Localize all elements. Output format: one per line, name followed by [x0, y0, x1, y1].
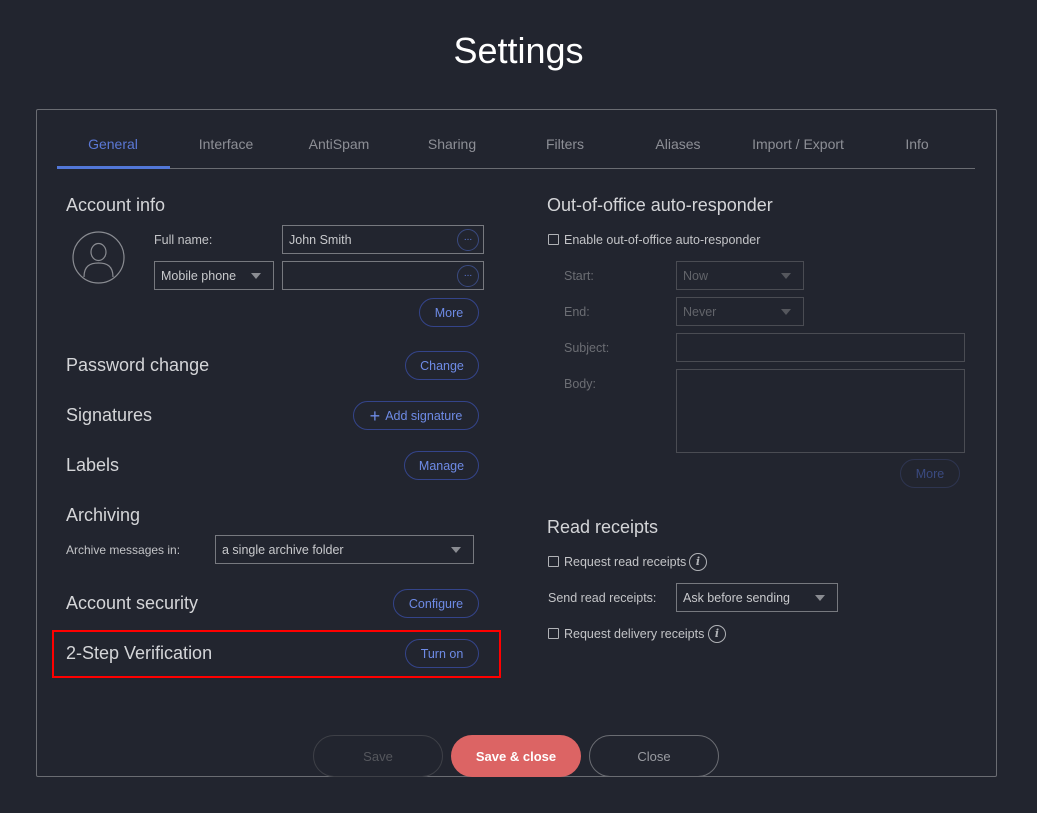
two-step-heading: 2-Step Verification	[66, 643, 213, 663]
change-password-button[interactable]: Change	[405, 351, 479, 380]
end-select[interactable]: Never	[676, 297, 804, 326]
info-icon[interactable]: i	[708, 625, 726, 643]
labels-heading: Labels	[66, 455, 120, 475]
request-delivery-receipts-label: Request delivery receipts	[564, 627, 705, 641]
info-icon[interactable]: i	[689, 553, 707, 571]
account-info-heading: Account info	[66, 195, 166, 215]
phone-input[interactable]: ...	[282, 261, 484, 290]
active-tab-indicator	[57, 166, 170, 169]
subject-input[interactable]	[676, 333, 965, 362]
archiving-heading: Archiving	[66, 505, 141, 525]
phone-type-select[interactable]: Mobile phone	[154, 261, 274, 290]
send-read-receipts-value: Ask before sending	[683, 591, 791, 605]
avatar-icon[interactable]	[72, 231, 125, 284]
archive-label: Archive messages in:	[66, 543, 181, 557]
start-value: Now	[683, 269, 709, 283]
signatures-heading: Signatures	[66, 405, 153, 425]
enable-ooo-checkbox[interactable]	[548, 234, 559, 245]
manage-labels-button[interactable]: Manage	[404, 451, 479, 480]
request-delivery-receipts-checkbox[interactable]	[548, 628, 559, 639]
account-more-button[interactable]: More	[419, 298, 479, 327]
start-label: Start:	[564, 269, 594, 283]
ooo-heading: Out-of-office auto-responder	[547, 195, 773, 215]
turn-on-two-step-button[interactable]: Turn on	[405, 639, 479, 668]
dialog-title: Settings	[453, 30, 584, 71]
password-heading: Password change	[66, 355, 210, 375]
tab-general[interactable]: General	[88, 136, 138, 152]
add-signature-label: Add signature	[385, 408, 463, 423]
tab-sharing[interactable]: Sharing	[427, 136, 477, 152]
tab-interface[interactable]: Interface	[198, 136, 254, 152]
start-select[interactable]: Now	[676, 261, 804, 290]
account-security-heading: Account security	[66, 593, 199, 613]
full-name-value: John Smith	[289, 233, 352, 247]
body-textarea[interactable]	[676, 369, 965, 453]
request-read-receipts-label: Request read receipts	[564, 555, 687, 569]
archive-value: a single archive folder	[222, 543, 344, 557]
send-read-receipts-label: Send read receipts:	[548, 591, 657, 605]
request-read-receipts-checkbox[interactable]	[548, 556, 559, 567]
phone-type-value: Mobile phone	[161, 269, 237, 283]
close-button[interactable]: Close	[589, 735, 719, 777]
phone-more-button[interactable]: ...	[457, 265, 479, 287]
tab-filters[interactable]: Filters	[545, 136, 585, 152]
save-and-close-button[interactable]: Save & close	[451, 735, 581, 777]
ooo-more-button[interactable]: More	[900, 459, 960, 488]
full-name-input[interactable]: John Smith...	[282, 225, 484, 254]
enable-ooo-label: Enable out-of-office auto-responder	[564, 233, 761, 247]
configure-security-button[interactable]: Configure	[393, 589, 479, 618]
archive-select[interactable]: a single archive folder	[215, 535, 474, 564]
highlight-box	[52, 630, 501, 678]
add-signature-button[interactable]: + Add signature	[353, 401, 479, 430]
tab-antispam[interactable]: AntiSpam	[308, 136, 370, 152]
end-value: Never	[683, 305, 717, 319]
body-label: Body:	[564, 377, 596, 391]
tab-divider	[57, 168, 975, 169]
plus-icon: +	[369, 405, 381, 426]
full-name-label: Full name:	[154, 233, 213, 247]
tab-import-export[interactable]: Import / Export	[752, 136, 844, 152]
end-label: End:	[564, 305, 590, 319]
tab-aliases[interactable]: Aliases	[655, 136, 701, 152]
read-receipts-heading: Read receipts	[547, 517, 659, 537]
send-read-receipts-select[interactable]: Ask before sending	[676, 583, 838, 612]
tab-info[interactable]: Info	[905, 136, 929, 152]
full-name-more-button[interactable]: ...	[457, 229, 479, 251]
save-button[interactable]: Save	[313, 735, 443, 777]
subject-label: Subject:	[564, 341, 610, 355]
